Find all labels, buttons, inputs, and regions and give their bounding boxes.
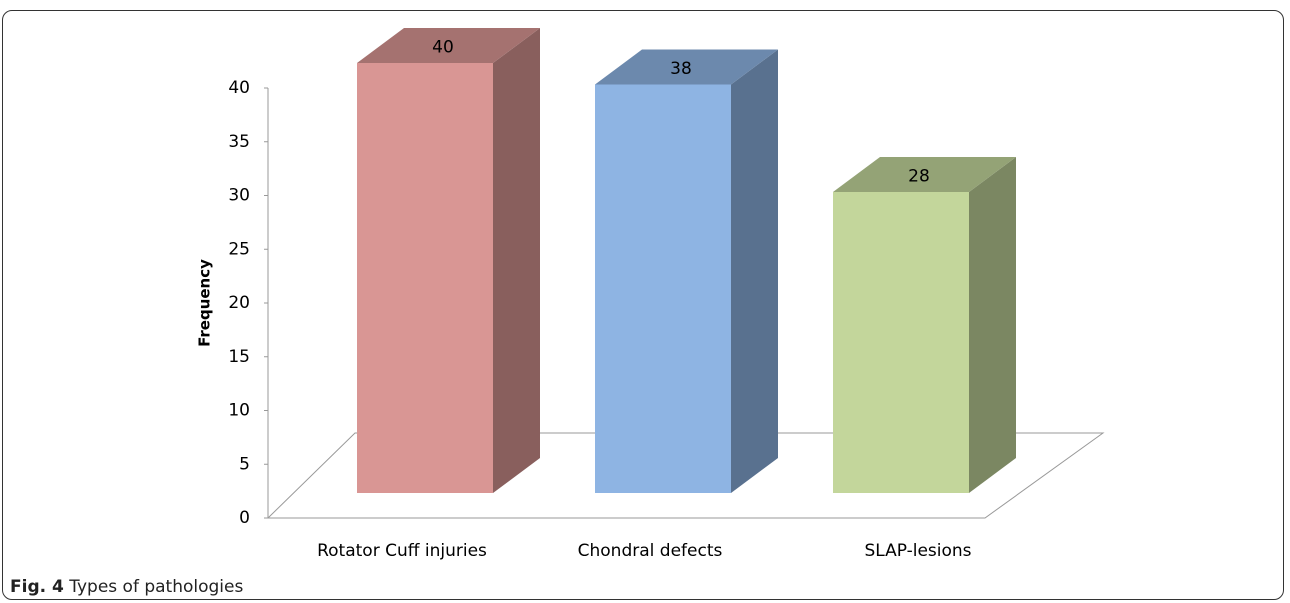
y-tick-label: 0 [239,508,250,528]
bar [357,63,493,493]
y-tick-label: 20 [228,293,250,313]
caption-text: Types of pathologies [69,577,244,597]
y-tick-label: 35 [228,132,250,152]
y-tick-label: 40 [228,78,250,98]
bar-side [731,49,778,493]
chart: Frequency 0 5 10 15 20 25 30 35 40 40 Rotator Cuff… [196,28,1105,561]
data-label: 40 [432,38,454,58]
bar [833,192,969,493]
bar-top [357,28,540,63]
y-tick-label: 25 [228,239,250,259]
x-tick-label: Chondral defects [578,541,723,561]
caption: Fig. 4 Types of pathologies [10,577,243,597]
caption-label: Fig. 4 [10,577,64,597]
bar-top [833,157,1016,192]
y-tick-label: 10 [228,401,250,421]
x-tick-label: Rotator Cuff injuries [317,541,487,561]
y-axis-label: Frequency [196,259,214,347]
y-tick-label: 15 [228,347,250,367]
data-label: 38 [670,59,692,79]
data-label: 28 [908,167,930,187]
x-tick-label: SLAP-lesions [864,541,971,561]
floor [266,432,1105,519]
bar-side [493,28,540,493]
y-tick-label: 5 [239,454,250,474]
bar-side [969,157,1016,493]
bar [595,84,731,493]
y-tick-label: 30 [228,186,250,206]
bar-top [595,49,778,85]
figure-frame [2,10,1284,600]
